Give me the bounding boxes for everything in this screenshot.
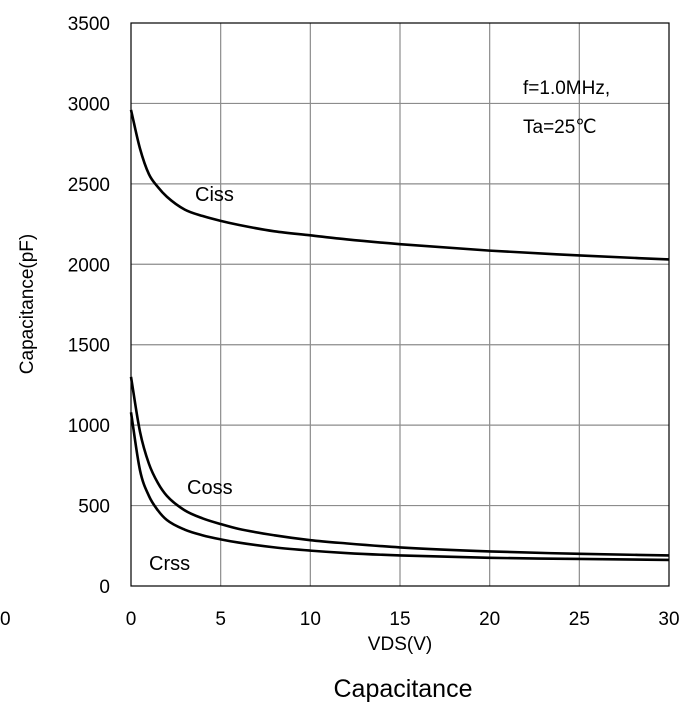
annotation-temperature: Ta=25℃ xyxy=(523,117,597,138)
plot-frame xyxy=(130,22,670,587)
y-tick-label: 3000 xyxy=(68,94,110,115)
y-tick-label: 500 xyxy=(78,497,110,518)
series-line-coss xyxy=(129,376,670,557)
y-tick-label: 2000 xyxy=(68,255,110,276)
series-label-crss: Crss xyxy=(149,553,190,575)
x-tick-label: 5 xyxy=(215,609,226,630)
series-label-coss: Coss xyxy=(187,477,233,499)
y-tick-label: 2500 xyxy=(68,175,110,196)
y-tick-label: 0 xyxy=(99,577,110,598)
x-tick-label: 20 xyxy=(479,609,500,630)
x-tick-label: 10 xyxy=(300,609,321,630)
x-axis-label: VDS(V) xyxy=(368,634,432,655)
stray-tick-label: 0 xyxy=(0,609,11,630)
x-tick-labels: 0 5 10 15 20 25 30 xyxy=(126,609,680,630)
x-tick-label: 30 xyxy=(658,609,679,630)
series-line-ciss xyxy=(129,109,670,261)
series-line-crss xyxy=(129,412,670,562)
y-tick-labels: 0 500 1000 1500 2000 2500 3000 3500 xyxy=(68,14,110,598)
series-lines xyxy=(129,109,670,562)
y-tick-label: 1000 xyxy=(68,416,110,437)
x-tick-label: 25 xyxy=(569,609,590,630)
y-axis-label: Capacitance(pF) xyxy=(17,234,38,374)
annotation-frequency: f=1.0MHz, xyxy=(523,78,610,99)
y-tick-label: 3500 xyxy=(68,14,110,35)
grid-lines xyxy=(131,23,669,586)
series-label-ciss: Ciss xyxy=(195,184,234,206)
x-tick-label: 0 xyxy=(126,609,137,630)
x-tick-label: 15 xyxy=(389,609,410,630)
y-tick-label: 1500 xyxy=(68,336,110,357)
chart-caption: Capacitance xyxy=(334,675,473,703)
